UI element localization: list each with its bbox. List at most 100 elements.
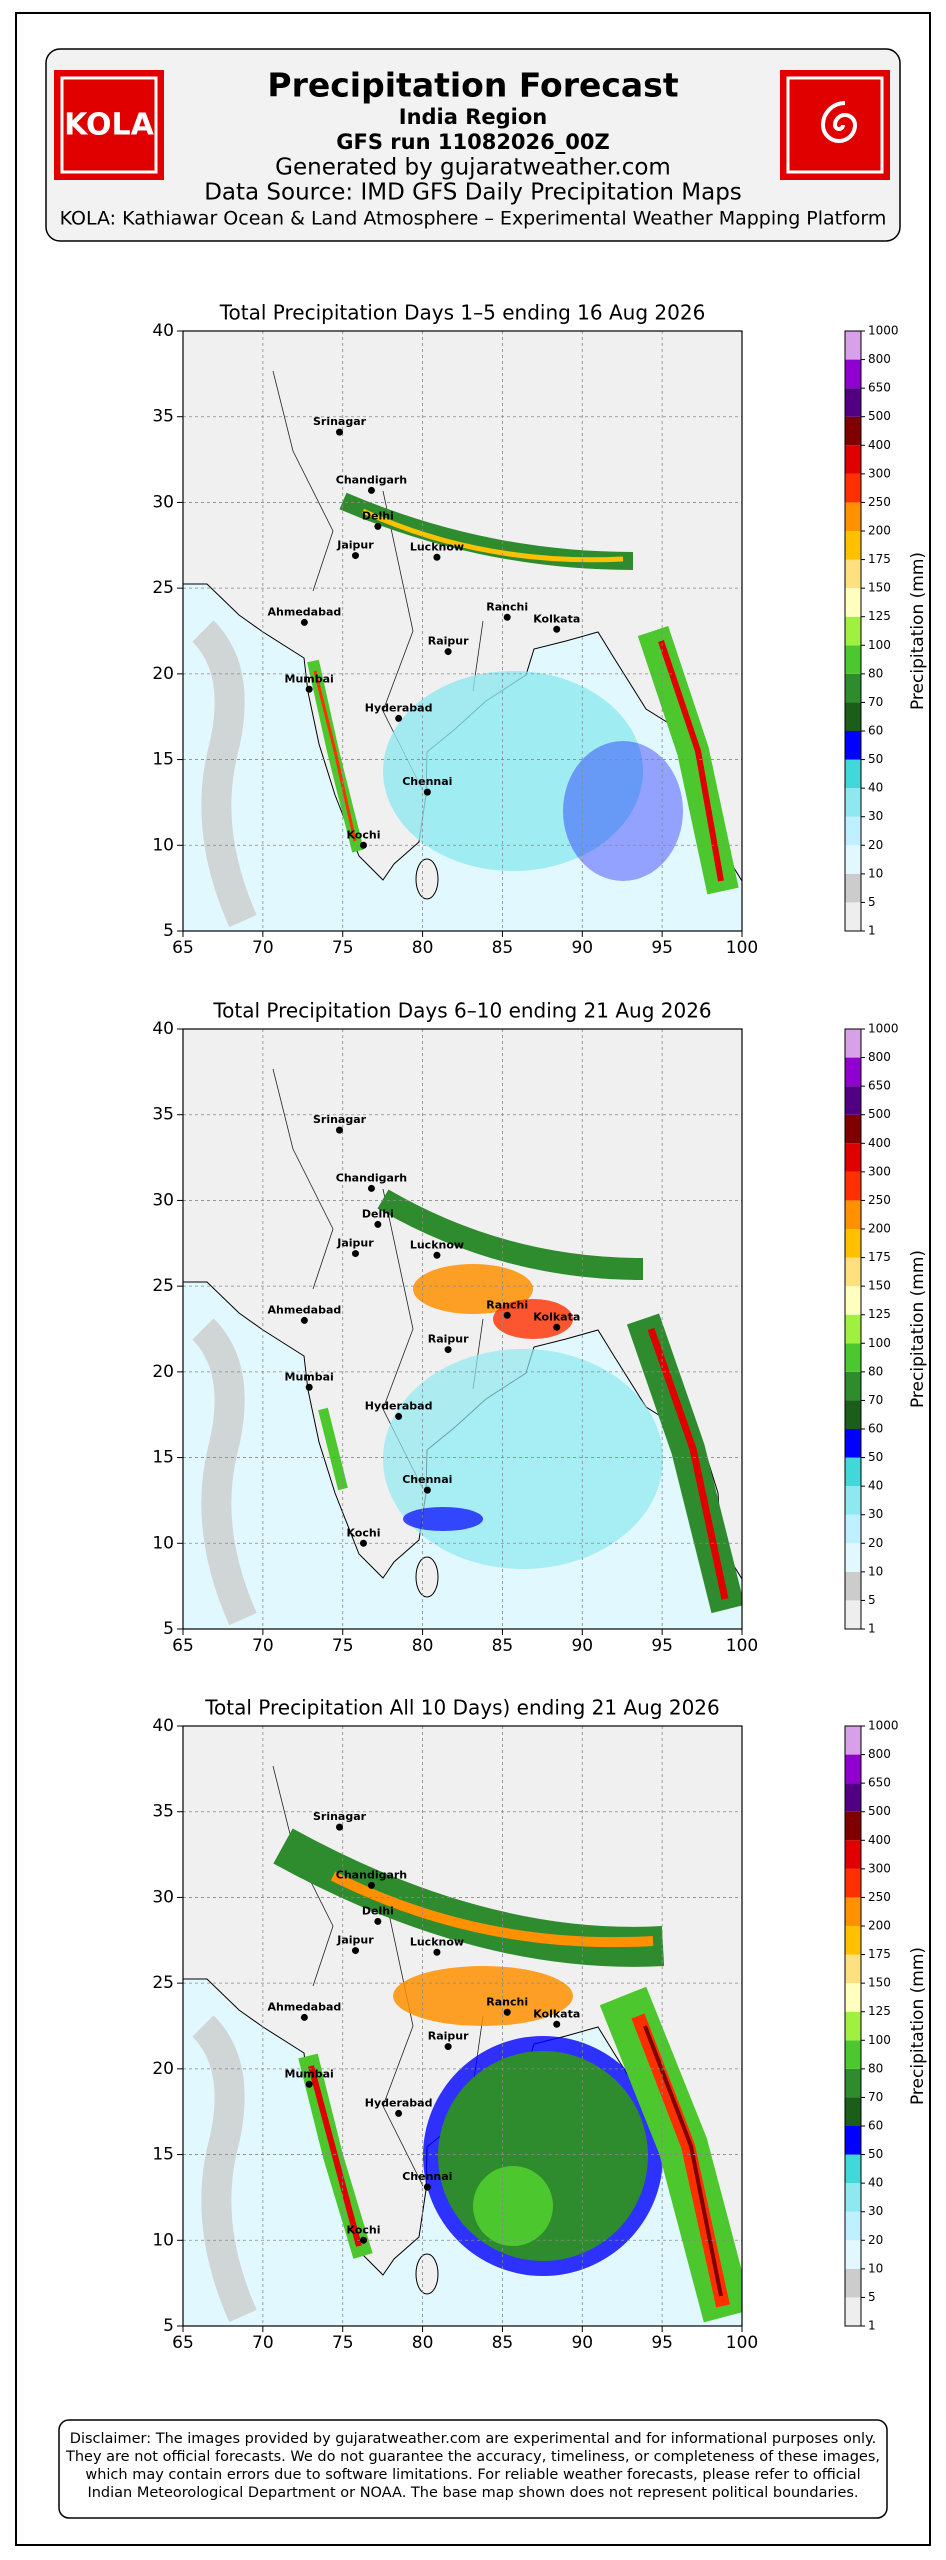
header-box: [45, 48, 901, 242]
colorbar-label: 400: [868, 1833, 891, 1847]
city-marker: [423, 1486, 431, 1494]
logo-right-frame: [786, 76, 884, 174]
colorbar-label: 300: [868, 466, 891, 480]
colorbar-band: [845, 873, 861, 903]
colorbar-band: [845, 902, 861, 931]
colorbar-label: 50: [868, 1450, 883, 1464]
city-marker: [433, 1948, 441, 1956]
y-tick-label: 20: [152, 1362, 174, 1382]
colorbar-label: 250: [868, 495, 891, 509]
colorbar-label: 100: [868, 638, 891, 652]
y-tick-label: 35: [152, 1105, 174, 1125]
colorbar-label: 10: [868, 1564, 883, 1578]
colorbar-band: [845, 1783, 861, 1812]
colorbar-label: 400: [868, 438, 891, 452]
colorbar-band: [845, 1314, 861, 1344]
colorbar-band: [845, 2240, 861, 2269]
city-label: Jaipur: [336, 1237, 374, 1250]
city-marker: [367, 1881, 375, 1889]
colorbar-label: 500: [868, 1804, 891, 1818]
x-tick-label: 90: [571, 2333, 593, 2353]
colorbar-label: 650: [868, 1776, 891, 1790]
city-label: Hyderabad: [365, 2096, 433, 2109]
city-marker: [503, 613, 511, 621]
header-platform: KOLA: Kathiawar Ocean & Land Atmosphere …: [60, 208, 887, 230]
city-label: Chandigarh: [336, 1868, 407, 1881]
colorbar-band: [845, 2011, 861, 2041]
city-label: Chandigarh: [336, 1171, 407, 1184]
city-marker: [444, 1346, 452, 1354]
colorbar-band: [845, 502, 861, 531]
colorbar-label: 200: [868, 524, 891, 538]
x-tick-label: 95: [651, 2333, 673, 2353]
colorbar-label: 175: [868, 1947, 891, 1961]
city-label: Raipur: [428, 635, 469, 648]
colorbar-label: 50: [868, 752, 883, 766]
disclaimer-line: Disclaimer: The images provided by gujar…: [70, 2431, 876, 2447]
x-tick-label: 100: [726, 1636, 758, 1656]
colorbar-band: [845, 2154, 861, 2184]
colorbar-band: [845, 645, 861, 674]
colorbar-title: Precipitation (mm): [908, 552, 928, 710]
city-label: Srinagar: [313, 1810, 367, 1823]
colorbar-band: [845, 1343, 861, 1372]
map-frame: [182, 1725, 743, 2327]
city-marker: [336, 1823, 344, 1831]
colorbar-label: 650: [868, 381, 891, 395]
city-label: Kolkata: [533, 1310, 580, 1323]
y-tick-label: 30: [152, 1887, 174, 1907]
y-tick-label: 40: [152, 1019, 174, 1039]
y-tick-label: 35: [152, 407, 174, 427]
city-label: Raipur: [428, 2030, 469, 2043]
city-label: Chandigarh: [336, 473, 407, 486]
y-tick-label: 25: [152, 1973, 174, 1993]
y-tick-label: 30: [152, 1190, 174, 1210]
colorbar-label: 100: [868, 2033, 891, 2047]
y-tick-label: 5: [163, 921, 174, 941]
colorbar-label: 60: [868, 1422, 883, 1436]
colorbar-band: [845, 616, 861, 646]
colorbar-band: [845, 2068, 861, 2098]
colorbar-label: 20: [868, 838, 883, 852]
header-run: GFS run 11082026_00Z: [336, 130, 609, 154]
colorbar-band: [845, 1840, 861, 1869]
colorbar-label: 1: [868, 1622, 876, 1636]
city-label: Kochi: [346, 828, 380, 841]
city-label: Kolkata: [533, 612, 580, 625]
x-tick-label: 85: [492, 2333, 514, 2353]
y-tick-label: 10: [152, 1533, 174, 1553]
colorbar-band: [845, 1726, 861, 1755]
city-label: Lucknow: [410, 540, 464, 553]
y-tick-label: 40: [152, 1716, 174, 1736]
colorbar-label: 50: [868, 2147, 883, 2161]
city-label: Jaipur: [336, 539, 374, 552]
y-tick-label: 20: [152, 2059, 174, 2079]
city-label: Srinagar: [313, 415, 367, 428]
colorbar-label: 60: [868, 2119, 883, 2133]
city-label: Jaipur: [336, 1934, 374, 1947]
colorbar-band: [845, 331, 861, 360]
colorbar-band: [845, 1754, 861, 1784]
city-label: Kochi: [346, 2223, 380, 2236]
city-label: Lucknow: [410, 1238, 464, 1251]
city-marker: [503, 2008, 511, 2016]
city-marker: [374, 522, 382, 530]
map-field: [183, 331, 742, 931]
city-label: Kolkata: [533, 2007, 580, 2020]
x-tick-label: 85: [492, 1636, 514, 1656]
city-label: Hyderabad: [365, 701, 433, 714]
colorbar-label: 150: [868, 1279, 891, 1293]
colorbar-band: [845, 673, 861, 703]
colorbar-label: 100: [868, 1336, 891, 1350]
colorbar-band: [845, 588, 861, 617]
colorbar-label: 1: [868, 2319, 876, 2333]
colorbar-band: [845, 1229, 861, 1258]
colorbar-frame: [844, 1725, 862, 2327]
colorbar-band: [845, 1926, 861, 1955]
city-marker: [444, 648, 452, 656]
colorbar-band: [845, 702, 861, 731]
city-marker: [359, 2236, 367, 2244]
disclaimer-box: [58, 2419, 888, 2519]
x-tick-label: 80: [412, 938, 434, 958]
colorbar-label: 40: [868, 1479, 883, 1493]
